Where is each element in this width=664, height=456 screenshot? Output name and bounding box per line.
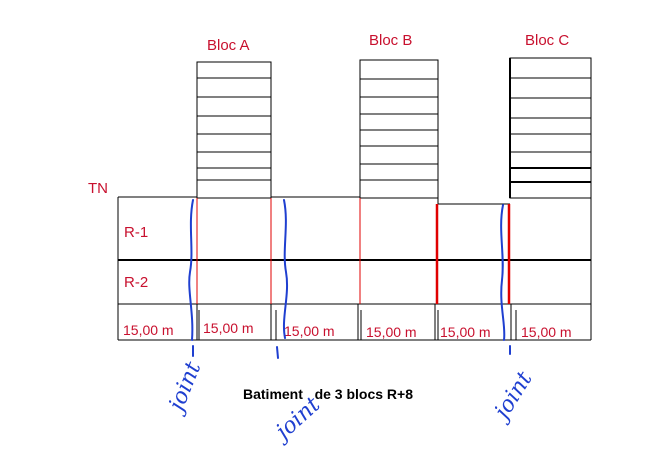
basement-frame (117, 197, 592, 341)
span-label: 15,00 m (284, 323, 335, 339)
ground-level-label: TN (88, 180, 108, 197)
span-label: 15,00 m (521, 324, 572, 340)
tower-bloc-a (196, 61, 272, 199)
span-label: 15,00 m (123, 322, 174, 338)
joint-annotation: joint (487, 367, 537, 427)
diagram-caption: Batiment de 3 blocs R+8 (243, 386, 413, 402)
bloc-b-label: Bloc B (369, 32, 412, 49)
basement-1-label: R-1 (124, 224, 148, 241)
span-dividers (196, 304, 517, 340)
tower-bloc-b (359, 59, 439, 199)
bloc-c-label: Bloc C (525, 32, 569, 49)
span-label: 15,00 m (440, 324, 491, 340)
tower-bloc-c (509, 57, 592, 199)
bloc-a-label: Bloc A (207, 37, 250, 54)
joint-lines (196, 198, 511, 304)
span-label: 15,00 m (366, 324, 417, 340)
joint-sketch-lines (188, 199, 511, 359)
span-label: 15,00 m (203, 320, 254, 336)
basement-2-label: R-2 (124, 274, 148, 291)
ground-line (118, 196, 510, 205)
joint-annotation: joint (163, 358, 207, 419)
